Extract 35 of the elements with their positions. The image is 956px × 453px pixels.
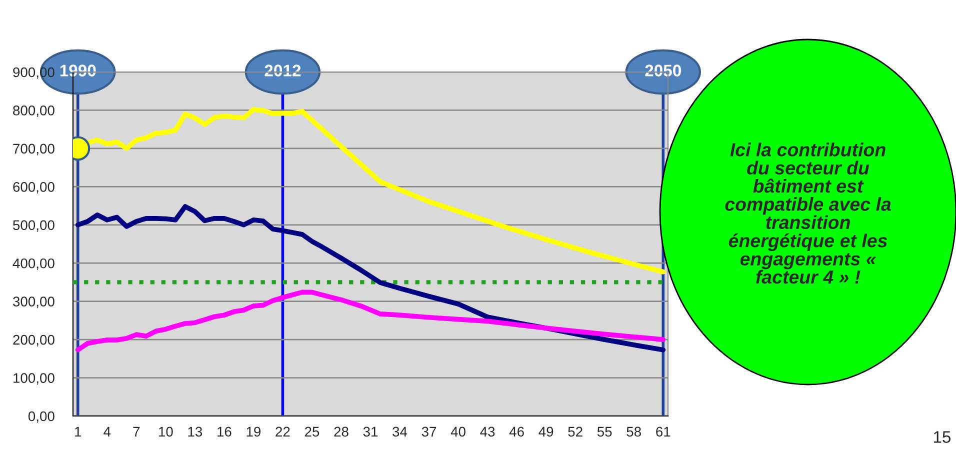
y-tick-label: 0,00 — [28, 411, 54, 423]
x-tick-label: 1 — [75, 426, 82, 436]
x-tick-label: 40 — [450, 426, 466, 437]
x-tick-label: 28 — [334, 426, 348, 437]
x-tick-label: 10 — [159, 426, 173, 437]
x-tick-label: 46 — [509, 426, 524, 437]
x-tick-label: 4 — [104, 426, 111, 436]
y-tick-label: 300,00 — [13, 296, 54, 308]
y-tick-label: 400,00 — [12, 258, 54, 270]
x-tick-label: 49 — [538, 426, 554, 437]
x-tick-label: 61 — [656, 426, 670, 437]
annotation: 2050 — [645, 64, 681, 76]
y-tick-label: 700,00 — [13, 144, 54, 156]
y-tick-label: 100,00 — [14, 373, 54, 385]
x-tick-label: 43 — [480, 426, 495, 437]
x-tick-label: 55 — [597, 426, 612, 437]
x-tick-label: 7 — [133, 426, 140, 436]
x-tick-label: 34 — [392, 426, 408, 437]
y-tick-label: 200,00 — [13, 334, 54, 346]
line-series — [75, 204, 666, 352]
x-tick-label: 25 — [304, 426, 320, 437]
y-tick-label: 500,00 — [13, 220, 54, 232]
x-tick-label: 22 — [276, 426, 290, 436]
x-tick-label: 37 — [422, 426, 436, 437]
line-series — [75, 290, 666, 352]
x-tick-label: 58 — [626, 426, 641, 437]
y-tick-label: 600,00 — [13, 182, 54, 194]
y-tick-label: 800,00 — [13, 106, 54, 118]
text: 15 — [934, 431, 951, 443]
x-tick-label: 19 — [246, 426, 261, 437]
x-tick-label: 13 — [188, 426, 202, 437]
x-tick-label: 31 — [363, 426, 378, 437]
text: Ici la contribution du secteur du bâtiment est compatible avec la transition énergétique et les engagements « facteur 4 » ! — [725, 142, 891, 284]
x-tick-label: 52 — [568, 426, 582, 437]
x-tick-label: 16 — [218, 426, 232, 437]
